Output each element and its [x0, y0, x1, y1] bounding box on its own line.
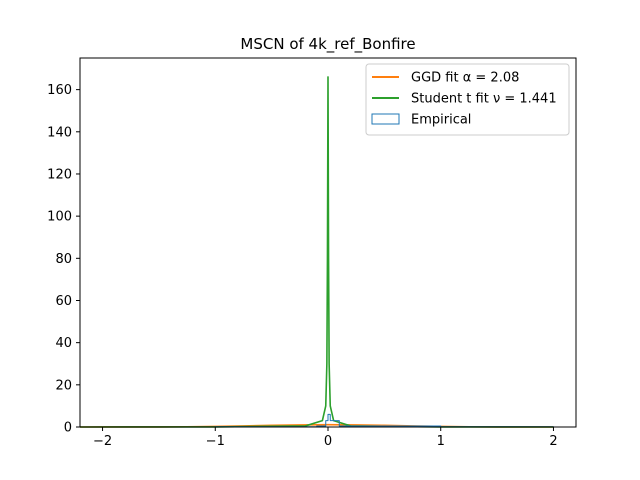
- y-tick-label: 120: [47, 167, 72, 182]
- y-axis: 0 20 40 60 80 100 120 140 160: [47, 83, 80, 436]
- legend-label: Empirical: [411, 113, 471, 128]
- x-tick-label: 2: [549, 434, 557, 449]
- y-tick-label: 20: [55, 378, 72, 393]
- x-tick-label: 1: [437, 434, 445, 449]
- y-tick-label: 140: [47, 125, 72, 140]
- x-tick-label: −1: [206, 434, 225, 449]
- x-tick-label: −2: [93, 434, 112, 449]
- series-2-line: [79, 76, 554, 428]
- legend-box: [365, 63, 570, 136]
- legend-label: GGD fit α = 2.08: [411, 71, 519, 86]
- x-tick-label: 0: [324, 434, 332, 449]
- y-tick-label: 60: [55, 294, 72, 309]
- y-tick-label: 0: [64, 421, 72, 436]
- y-tick-label: 160: [47, 83, 72, 98]
- legend-label: Student t fit ν = 1.441: [411, 92, 557, 107]
- legend: GGD fit α = 2.08 Student t fit ν = 1.441 E…: [365, 63, 570, 136]
- y-tick-label: 40: [55, 336, 72, 351]
- y-tick-label: 80: [55, 252, 72, 267]
- x-axis: −2 −1 0 1 2: [93, 427, 558, 449]
- legend-swatch: [371, 113, 400, 125]
- chart-title: MSCN of 4k_ref_Bonfire: [240, 35, 415, 54]
- y-tick-label: 100: [47, 210, 72, 225]
